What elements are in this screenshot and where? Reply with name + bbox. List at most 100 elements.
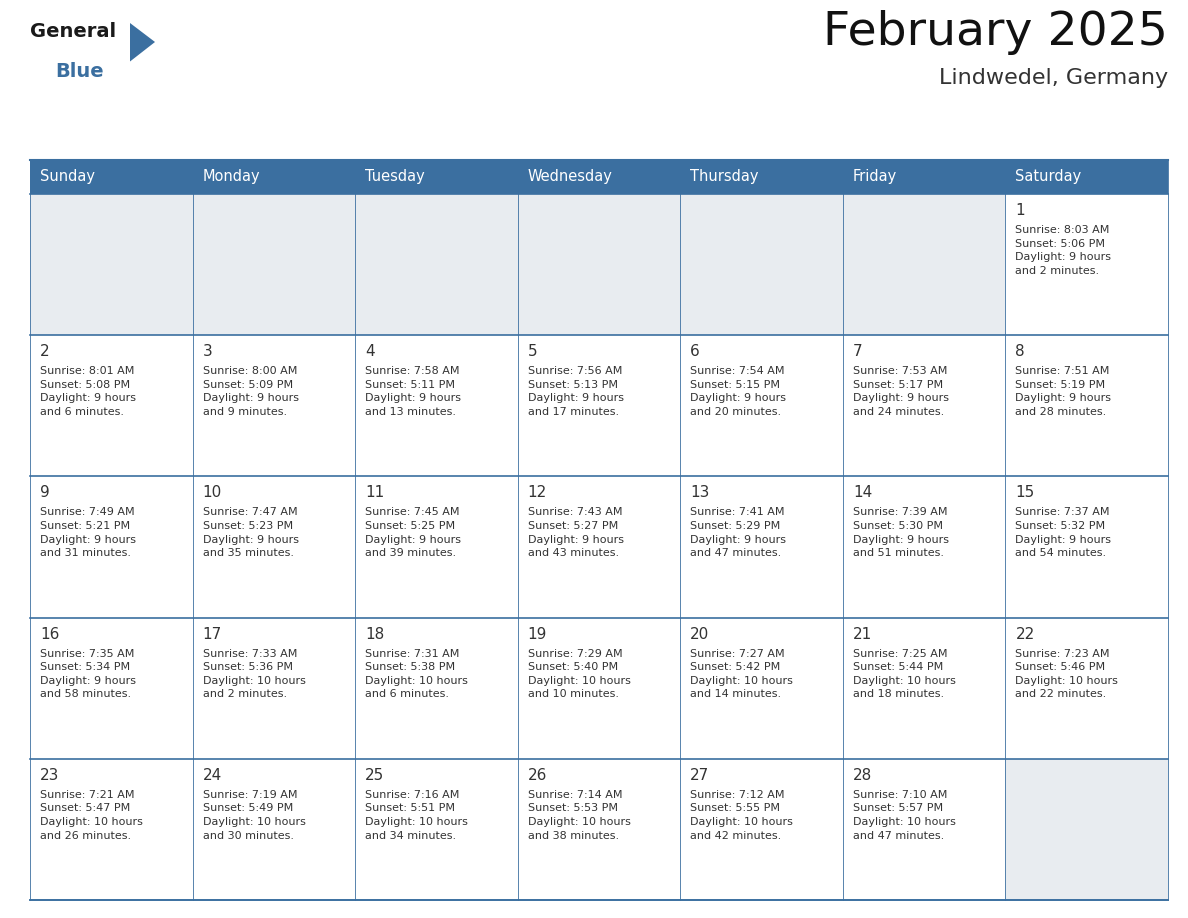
FancyBboxPatch shape — [518, 194, 681, 335]
Text: 25: 25 — [365, 767, 385, 783]
FancyBboxPatch shape — [30, 160, 192, 194]
FancyBboxPatch shape — [30, 618, 192, 759]
FancyBboxPatch shape — [842, 618, 1005, 759]
FancyBboxPatch shape — [1005, 759, 1168, 900]
FancyBboxPatch shape — [30, 194, 192, 335]
Text: Friday: Friday — [853, 170, 897, 185]
Text: Saturday: Saturday — [1016, 170, 1082, 185]
FancyBboxPatch shape — [681, 759, 842, 900]
FancyBboxPatch shape — [518, 759, 681, 900]
Text: Sunrise: 8:03 AM
Sunset: 5:06 PM
Daylight: 9 hours
and 2 minutes.: Sunrise: 8:03 AM Sunset: 5:06 PM Dayligh… — [1016, 225, 1112, 275]
FancyBboxPatch shape — [1005, 476, 1168, 618]
FancyBboxPatch shape — [681, 476, 842, 618]
Text: Thursday: Thursday — [690, 170, 759, 185]
Text: Sunrise: 7:21 AM
Sunset: 5:47 PM
Daylight: 10 hours
and 26 minutes.: Sunrise: 7:21 AM Sunset: 5:47 PM Dayligh… — [40, 789, 143, 841]
Text: 20: 20 — [690, 627, 709, 642]
Text: Sunrise: 7:39 AM
Sunset: 5:30 PM
Daylight: 9 hours
and 51 minutes.: Sunrise: 7:39 AM Sunset: 5:30 PM Dayligh… — [853, 508, 949, 558]
FancyBboxPatch shape — [842, 194, 1005, 335]
FancyBboxPatch shape — [1005, 618, 1168, 759]
Text: Sunrise: 7:16 AM
Sunset: 5:51 PM
Daylight: 10 hours
and 34 minutes.: Sunrise: 7:16 AM Sunset: 5:51 PM Dayligh… — [365, 789, 468, 841]
Text: 27: 27 — [690, 767, 709, 783]
Text: 14: 14 — [853, 486, 872, 500]
Text: 2: 2 — [40, 344, 50, 359]
FancyBboxPatch shape — [192, 335, 355, 476]
FancyBboxPatch shape — [192, 618, 355, 759]
FancyBboxPatch shape — [192, 476, 355, 618]
Text: Sunrise: 7:43 AM
Sunset: 5:27 PM
Daylight: 9 hours
and 43 minutes.: Sunrise: 7:43 AM Sunset: 5:27 PM Dayligh… — [527, 508, 624, 558]
FancyBboxPatch shape — [681, 618, 842, 759]
Text: 1: 1 — [1016, 203, 1025, 218]
Text: Sunrise: 7:41 AM
Sunset: 5:29 PM
Daylight: 9 hours
and 47 minutes.: Sunrise: 7:41 AM Sunset: 5:29 PM Dayligh… — [690, 508, 786, 558]
FancyBboxPatch shape — [355, 476, 518, 618]
Text: 21: 21 — [853, 627, 872, 642]
FancyBboxPatch shape — [355, 194, 518, 335]
Text: Sunrise: 7:49 AM
Sunset: 5:21 PM
Daylight: 9 hours
and 31 minutes.: Sunrise: 7:49 AM Sunset: 5:21 PM Dayligh… — [40, 508, 135, 558]
Text: Sunrise: 7:10 AM
Sunset: 5:57 PM
Daylight: 10 hours
and 47 minutes.: Sunrise: 7:10 AM Sunset: 5:57 PM Dayligh… — [853, 789, 955, 841]
Text: 5: 5 — [527, 344, 537, 359]
Text: Sunrise: 7:45 AM
Sunset: 5:25 PM
Daylight: 9 hours
and 39 minutes.: Sunrise: 7:45 AM Sunset: 5:25 PM Dayligh… — [365, 508, 461, 558]
Text: Monday: Monday — [203, 170, 260, 185]
Text: Sunrise: 7:31 AM
Sunset: 5:38 PM
Daylight: 10 hours
and 6 minutes.: Sunrise: 7:31 AM Sunset: 5:38 PM Dayligh… — [365, 649, 468, 700]
FancyBboxPatch shape — [1005, 160, 1168, 194]
Text: Sunrise: 7:58 AM
Sunset: 5:11 PM
Daylight: 9 hours
and 13 minutes.: Sunrise: 7:58 AM Sunset: 5:11 PM Dayligh… — [365, 366, 461, 417]
Text: Sunrise: 7:47 AM
Sunset: 5:23 PM
Daylight: 9 hours
and 35 minutes.: Sunrise: 7:47 AM Sunset: 5:23 PM Dayligh… — [203, 508, 298, 558]
Text: Sunrise: 7:33 AM
Sunset: 5:36 PM
Daylight: 10 hours
and 2 minutes.: Sunrise: 7:33 AM Sunset: 5:36 PM Dayligh… — [203, 649, 305, 700]
Text: 13: 13 — [690, 486, 709, 500]
Text: 6: 6 — [690, 344, 700, 359]
FancyBboxPatch shape — [1005, 194, 1168, 335]
Text: 19: 19 — [527, 627, 548, 642]
FancyBboxPatch shape — [192, 160, 355, 194]
Text: Sunrise: 7:51 AM
Sunset: 5:19 PM
Daylight: 9 hours
and 28 minutes.: Sunrise: 7:51 AM Sunset: 5:19 PM Dayligh… — [1016, 366, 1112, 417]
Text: 9: 9 — [40, 486, 50, 500]
Text: Sunrise: 7:53 AM
Sunset: 5:17 PM
Daylight: 9 hours
and 24 minutes.: Sunrise: 7:53 AM Sunset: 5:17 PM Dayligh… — [853, 366, 949, 417]
FancyBboxPatch shape — [30, 335, 192, 476]
Text: Sunrise: 7:29 AM
Sunset: 5:40 PM
Daylight: 10 hours
and 10 minutes.: Sunrise: 7:29 AM Sunset: 5:40 PM Dayligh… — [527, 649, 631, 700]
Text: 26: 26 — [527, 767, 548, 783]
FancyBboxPatch shape — [518, 335, 681, 476]
Text: 10: 10 — [203, 486, 222, 500]
Text: Sunday: Sunday — [40, 170, 95, 185]
FancyBboxPatch shape — [842, 160, 1005, 194]
Text: Sunrise: 7:23 AM
Sunset: 5:46 PM
Daylight: 10 hours
and 22 minutes.: Sunrise: 7:23 AM Sunset: 5:46 PM Dayligh… — [1016, 649, 1118, 700]
FancyBboxPatch shape — [842, 759, 1005, 900]
Text: 22: 22 — [1016, 627, 1035, 642]
FancyBboxPatch shape — [30, 759, 192, 900]
Text: 3: 3 — [203, 344, 213, 359]
Text: Tuesday: Tuesday — [365, 170, 425, 185]
FancyBboxPatch shape — [355, 618, 518, 759]
FancyBboxPatch shape — [30, 476, 192, 618]
FancyBboxPatch shape — [192, 194, 355, 335]
Text: Sunrise: 7:25 AM
Sunset: 5:44 PM
Daylight: 10 hours
and 18 minutes.: Sunrise: 7:25 AM Sunset: 5:44 PM Dayligh… — [853, 649, 955, 700]
Text: Blue: Blue — [55, 62, 103, 81]
Text: Sunrise: 7:37 AM
Sunset: 5:32 PM
Daylight: 9 hours
and 54 minutes.: Sunrise: 7:37 AM Sunset: 5:32 PM Dayligh… — [1016, 508, 1112, 558]
Text: General: General — [30, 22, 116, 41]
FancyBboxPatch shape — [842, 335, 1005, 476]
Text: 16: 16 — [40, 627, 59, 642]
Text: 15: 15 — [1016, 486, 1035, 500]
Text: Lindwedel, Germany: Lindwedel, Germany — [939, 68, 1168, 88]
FancyBboxPatch shape — [681, 160, 842, 194]
Text: Sunrise: 7:14 AM
Sunset: 5:53 PM
Daylight: 10 hours
and 38 minutes.: Sunrise: 7:14 AM Sunset: 5:53 PM Dayligh… — [527, 789, 631, 841]
Text: Sunrise: 7:56 AM
Sunset: 5:13 PM
Daylight: 9 hours
and 17 minutes.: Sunrise: 7:56 AM Sunset: 5:13 PM Dayligh… — [527, 366, 624, 417]
FancyBboxPatch shape — [518, 476, 681, 618]
Text: Wednesday: Wednesday — [527, 170, 613, 185]
Text: 18: 18 — [365, 627, 385, 642]
FancyBboxPatch shape — [355, 335, 518, 476]
FancyBboxPatch shape — [842, 476, 1005, 618]
FancyBboxPatch shape — [192, 759, 355, 900]
FancyBboxPatch shape — [681, 335, 842, 476]
Text: 11: 11 — [365, 486, 385, 500]
Text: Sunrise: 7:12 AM
Sunset: 5:55 PM
Daylight: 10 hours
and 42 minutes.: Sunrise: 7:12 AM Sunset: 5:55 PM Dayligh… — [690, 789, 794, 841]
FancyBboxPatch shape — [355, 160, 518, 194]
Polygon shape — [129, 23, 154, 62]
Text: 24: 24 — [203, 767, 222, 783]
FancyBboxPatch shape — [681, 194, 842, 335]
Text: Sunrise: 7:19 AM
Sunset: 5:49 PM
Daylight: 10 hours
and 30 minutes.: Sunrise: 7:19 AM Sunset: 5:49 PM Dayligh… — [203, 789, 305, 841]
Text: 12: 12 — [527, 486, 546, 500]
Text: 28: 28 — [853, 767, 872, 783]
FancyBboxPatch shape — [1005, 335, 1168, 476]
FancyBboxPatch shape — [518, 160, 681, 194]
Text: Sunrise: 8:00 AM
Sunset: 5:09 PM
Daylight: 9 hours
and 9 minutes.: Sunrise: 8:00 AM Sunset: 5:09 PM Dayligh… — [203, 366, 298, 417]
Text: 8: 8 — [1016, 344, 1025, 359]
Text: 4: 4 — [365, 344, 374, 359]
